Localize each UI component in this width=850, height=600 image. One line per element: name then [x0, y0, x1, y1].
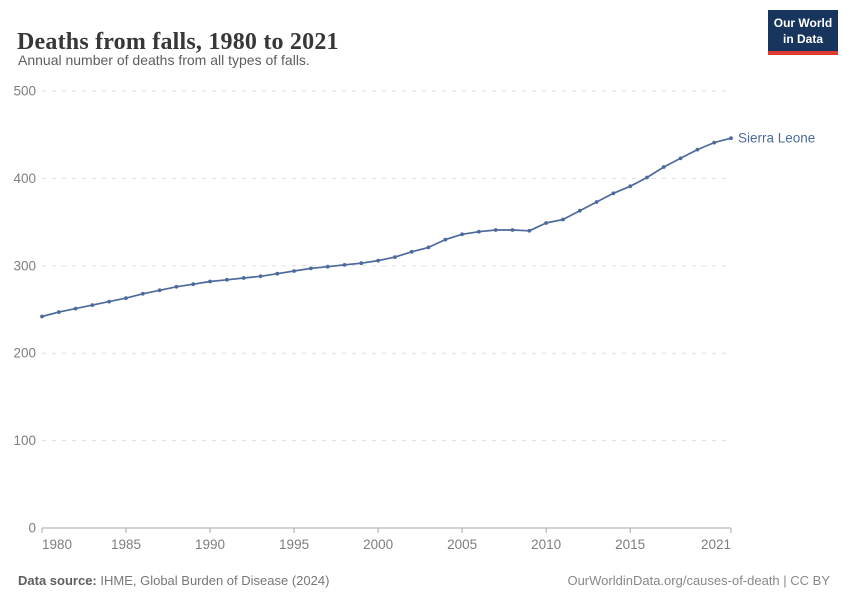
data-point [510, 228, 515, 232]
chart-subtitle: Annual number of deaths from all types o… [18, 52, 310, 68]
entity-label[interactable]: Sierra Leone [738, 131, 815, 146]
data-point [292, 269, 296, 273]
data-point [376, 258, 380, 263]
x-tick-label: 2000 [363, 537, 393, 552]
x-tick-label: 1995 [279, 537, 309, 552]
data-point [729, 136, 733, 141]
line-sierra-leone [41, 137, 732, 318]
data-point [73, 306, 78, 311]
data-point [443, 237, 448, 242]
license-credit-link[interactable]: OurWorldinData.org/causes-of-death | CC … [567, 573, 830, 588]
data-source: Data source: IHME, Global Burden of Dise… [18, 573, 329, 588]
chart-canvas[interactable]: 0 100 200 300 400 500 1980 1985 1990 1995 2000 2005… [0, 75, 850, 560]
data-point [90, 303, 95, 307]
data-point [157, 288, 162, 293]
data-point [577, 208, 582, 213]
chart-footer: Data source: IHME, Global Burden of Dise… [18, 573, 830, 588]
x-tick-label: 2021 [701, 537, 731, 552]
data-point [40, 314, 44, 319]
data-point [208, 279, 212, 284]
data-point [712, 140, 717, 145]
data-point [107, 299, 112, 304]
owid-logo-line2: in Data [782, 31, 823, 46]
data-source-text: IHME, Global Burden of Disease (2024) [96, 573, 330, 588]
data-point [56, 310, 61, 314]
data-point [661, 165, 666, 169]
y-tick-label: 0 [28, 521, 36, 536]
data-point [544, 221, 548, 225]
data-point [275, 271, 280, 276]
data-point [191, 282, 196, 287]
data-source-label: Data source: [18, 573, 97, 588]
data-point [241, 276, 246, 280]
data-point [409, 249, 414, 254]
data-point [426, 245, 431, 250]
y-tick-label: 200 [13, 346, 36, 361]
data-point [124, 296, 128, 300]
y-tick-label: 400 [13, 171, 36, 186]
data-point [393, 255, 397, 259]
y-tick-label: 500 [13, 84, 36, 99]
y-tick-label: 100 [13, 433, 36, 448]
data-point [645, 175, 649, 180]
data-point [493, 228, 498, 232]
data-point [140, 291, 145, 296]
data-point [678, 156, 683, 161]
data-point [342, 263, 347, 267]
data-point [594, 200, 599, 204]
x-tick-label: 2015 [615, 537, 645, 552]
data-point [309, 266, 313, 271]
data-point [527, 228, 532, 233]
data-point [611, 191, 616, 196]
owid-logo-line1: Our World [773, 16, 833, 30]
data-point [561, 217, 565, 222]
x-tick-label: 1985 [111, 537, 141, 552]
data-point [460, 232, 464, 237]
owid-logo[interactable]: Our World in Data [768, 10, 838, 56]
data-point [225, 277, 229, 282]
data-point [628, 184, 633, 189]
y-tick-label: 300 [13, 258, 36, 273]
data-point [174, 284, 179, 289]
x-tick-label: 1990 [195, 537, 225, 552]
x-tick-label: 1980 [42, 537, 72, 552]
data-point [359, 261, 364, 266]
data-point [325, 264, 330, 269]
x-tick-label: 2010 [531, 537, 561, 552]
x-tick-label: 2005 [447, 537, 477, 552]
data-point [477, 229, 481, 234]
data-point [695, 147, 700, 152]
page-title: Deaths from falls, 1980 to 2021 [17, 29, 339, 56]
data-point [258, 274, 263, 279]
